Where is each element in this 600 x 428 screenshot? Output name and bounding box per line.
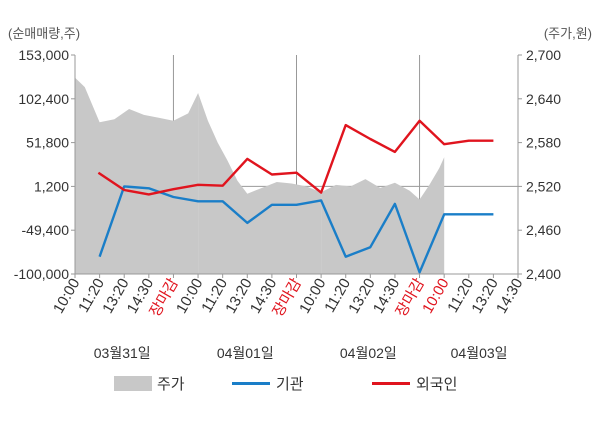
legend: 주가 기관 외국인 xyxy=(114,376,457,393)
legend-foreign-label: 외국인 xyxy=(416,376,457,393)
left-tick-label: 51,800 xyxy=(26,135,69,151)
right-axis-unit-label: (주가,원) xyxy=(544,26,592,41)
left-tick-label: -49,400 xyxy=(22,222,70,238)
right-tick-label: 2,700 xyxy=(526,47,561,63)
date-label: 04월01일 xyxy=(217,345,274,361)
legend-price-swatch xyxy=(114,376,152,391)
left-tick-label: 1,200 xyxy=(34,178,69,194)
date-label: 04월02일 xyxy=(340,345,397,361)
left-tick-label: 102,400 xyxy=(18,91,69,107)
legend-institution-swatch xyxy=(232,382,270,385)
price-area-series xyxy=(75,77,445,274)
right-tick-label: 2,640 xyxy=(526,91,561,107)
right-tick-label: 2,520 xyxy=(526,178,561,194)
right-tick-label: 2,580 xyxy=(526,135,561,151)
x-tick-label-highlight: 10:00 xyxy=(419,276,452,317)
x-tick-label: 10:00 xyxy=(296,276,329,317)
price-area-segment-3 xyxy=(321,157,445,274)
legend-institution-label: 기관 xyxy=(276,376,304,393)
legend-price-label: 주가 xyxy=(157,376,185,393)
date-labels: 03월31일 04월01일 04월02일 04월03일 xyxy=(94,345,508,361)
price-area-segment-2 xyxy=(198,93,322,274)
left-tick-label: -100,000 xyxy=(14,266,69,282)
flow-line-series xyxy=(97,119,494,274)
institution-line xyxy=(98,185,494,274)
price-area-segment-1 xyxy=(75,77,199,274)
x-tick-label: 14:30 xyxy=(493,276,526,317)
x-tick-label: 10:00 xyxy=(173,276,206,317)
right-tick-label: 2,400 xyxy=(526,266,561,282)
foreign-line xyxy=(97,119,494,196)
date-label: 03월31일 xyxy=(94,345,151,361)
legend-foreign-swatch xyxy=(372,382,410,385)
left-axis-unit-label: (순매매량,주) xyxy=(8,26,80,41)
left-tick-label: 153,000 xyxy=(18,47,69,63)
right-tick-label: 2,460 xyxy=(526,222,561,238)
date-label: 04월03일 xyxy=(451,345,508,361)
